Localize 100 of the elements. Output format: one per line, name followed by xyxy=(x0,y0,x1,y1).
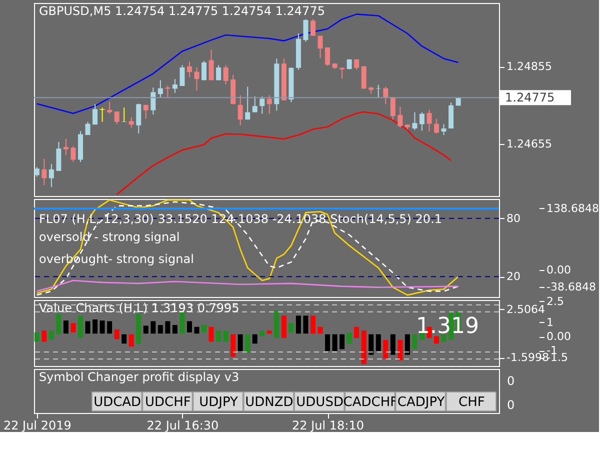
candlestick xyxy=(266,94,272,114)
candlestick xyxy=(434,118,440,134)
y2-tick-label: 138.6848 xyxy=(546,202,599,215)
candlestick xyxy=(412,112,418,130)
candlestick xyxy=(92,104,98,126)
candlestick xyxy=(303,18,308,42)
bar xyxy=(361,330,366,364)
candlestick xyxy=(202,60,207,81)
bar xyxy=(56,314,62,334)
bar xyxy=(194,326,200,334)
candlestick xyxy=(34,166,40,178)
bar xyxy=(48,330,54,340)
bar xyxy=(441,334,446,342)
bar xyxy=(404,334,410,355)
candlestick xyxy=(100,107,105,122)
bar xyxy=(143,326,148,334)
chart-title: GBPUSD,M5 1.24754 1.24775 1.24754 1.24775 xyxy=(39,4,325,18)
category-label: CADJPY xyxy=(397,395,445,410)
bar xyxy=(383,340,388,358)
candlestick xyxy=(143,104,148,120)
ref-line-label: 1.24775 xyxy=(505,90,555,105)
text: 0 xyxy=(507,398,515,412)
bar xyxy=(128,334,134,347)
bar xyxy=(296,316,301,334)
candlestick xyxy=(122,107,127,122)
candlestick xyxy=(252,96,258,113)
bar xyxy=(92,319,98,334)
candlestick xyxy=(310,18,316,36)
category-label: UDUSD xyxy=(296,395,344,410)
bar xyxy=(107,321,112,334)
bar xyxy=(186,321,192,332)
candlestick xyxy=(136,103,142,134)
bar xyxy=(318,326,323,334)
bar xyxy=(114,329,120,340)
bar xyxy=(288,323,294,332)
bar xyxy=(63,320,68,334)
candlestick xyxy=(208,49,214,81)
y2-tick-label: 1 xyxy=(546,316,554,329)
y-tick-label: 1.24655 xyxy=(506,137,552,150)
candlestick xyxy=(186,61,192,78)
candlestick xyxy=(398,106,403,128)
bar xyxy=(202,324,207,332)
bar xyxy=(150,321,156,334)
bar xyxy=(310,316,316,334)
y2-tick-label: 0.00 xyxy=(546,263,571,276)
bar xyxy=(376,334,381,352)
y2-tick-label: 2.5 xyxy=(546,294,564,308)
bar xyxy=(252,334,258,344)
candlestick xyxy=(128,116,134,128)
bar xyxy=(274,310,280,338)
bar xyxy=(100,320,105,334)
category-label: UDCHF xyxy=(145,395,191,410)
candlestick xyxy=(441,124,446,136)
category-label: UDJPY xyxy=(199,395,238,410)
bar xyxy=(346,332,352,344)
bar xyxy=(434,336,440,344)
annotation: 1.319 xyxy=(416,314,479,339)
line-series xyxy=(116,111,452,196)
candlestick xyxy=(56,141,62,172)
bar xyxy=(165,321,170,334)
candlestick xyxy=(70,146,76,163)
bar xyxy=(245,334,250,353)
candlestick xyxy=(48,163,54,188)
y-tick-label: 1.24855 xyxy=(506,60,552,74)
candlestick xyxy=(390,96,396,120)
y-tick-label: 20 xyxy=(506,270,520,284)
bar xyxy=(180,312,185,334)
text: Symbol Changer profit display v3 xyxy=(39,370,240,384)
y-tick-label: 80 xyxy=(506,212,520,225)
candlestick xyxy=(426,109,432,132)
candlestick xyxy=(245,86,250,120)
candlestick xyxy=(325,46,330,66)
bar xyxy=(34,332,40,342)
candlestick xyxy=(158,80,163,98)
text: 0 xyxy=(507,374,515,388)
bar xyxy=(325,334,330,352)
candlestick xyxy=(216,64,222,81)
category-label: CHF xyxy=(458,395,485,410)
bar xyxy=(390,334,396,355)
bar xyxy=(354,326,360,338)
candlestick xyxy=(63,138,68,156)
category-label: UDNZD xyxy=(245,395,294,410)
bar xyxy=(70,323,76,332)
bar xyxy=(158,324,163,334)
bar xyxy=(266,330,272,334)
candlestick xyxy=(340,66,345,80)
x-tick-label: 22 Jul 16:30 xyxy=(146,418,219,432)
chart-title: Value Charts (H,L) 1.3193 0.7995 xyxy=(39,301,240,315)
y-tick-label: -1.5998 xyxy=(506,351,549,364)
candlestick xyxy=(260,96,265,114)
y2-tick-label: -38.6848 xyxy=(546,280,596,294)
bar xyxy=(172,324,178,334)
bar xyxy=(208,326,214,342)
bar xyxy=(78,316,83,338)
x-tick-label: 22 Jul 2019 xyxy=(3,418,72,432)
bar xyxy=(85,321,90,334)
candlestick xyxy=(223,64,228,85)
line-series xyxy=(36,280,459,292)
bar xyxy=(216,330,222,342)
bar xyxy=(368,334,374,355)
